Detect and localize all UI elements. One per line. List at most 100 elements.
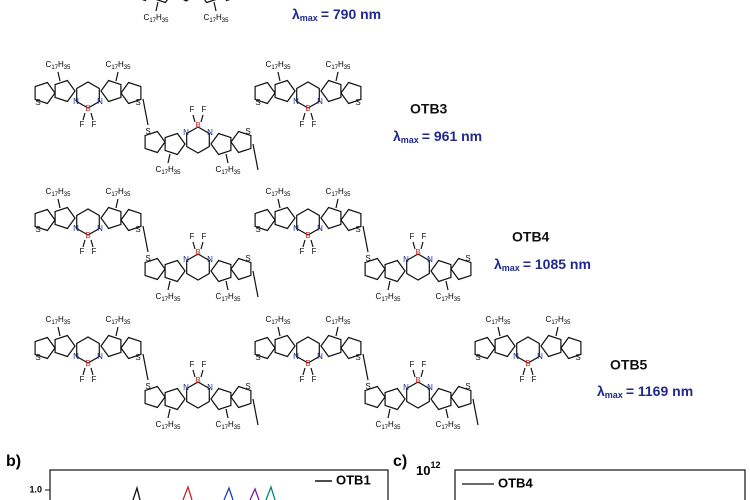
atom-label: S (365, 382, 370, 391)
atom-label: S (35, 98, 40, 107)
element: C (46, 315, 52, 324)
atom-label: F (80, 120, 85, 129)
bond (445, 280, 449, 291)
bond (335, 71, 339, 82)
bond (115, 198, 119, 209)
bond (310, 239, 314, 248)
subscript: 17 (221, 425, 228, 431)
atom-label: S (145, 127, 150, 136)
atom-label: N (403, 383, 409, 392)
atom-label: S (255, 353, 260, 362)
element: H (168, 165, 174, 174)
atom-label: B (415, 376, 420, 385)
atom-label: F (312, 375, 317, 384)
ring (320, 206, 342, 230)
ring (144, 130, 166, 154)
element: C (266, 315, 272, 324)
atom-label: N (207, 255, 213, 264)
element: H (156, 13, 162, 22)
lambda-max: λmax = 1085 nm (494, 256, 591, 274)
element: H (168, 292, 174, 301)
bond (115, 326, 119, 337)
element: H (216, 13, 222, 22)
atom-label: F (190, 105, 195, 114)
subscript: 35 (284, 320, 291, 326)
subscript: max (300, 13, 318, 23)
y-tick-label: 1012 (416, 460, 440, 478)
ring (474, 336, 496, 360)
element: C (106, 187, 112, 196)
subscript: 35 (234, 170, 241, 176)
ring (230, 130, 252, 154)
molecule-name: OTB5 (610, 357, 648, 373)
subscript: 17 (161, 170, 168, 176)
atom-label: N (403, 255, 409, 264)
atom-label: N (293, 352, 299, 361)
atom-label: F (202, 105, 207, 114)
element: H (338, 315, 344, 324)
atom-label: S (355, 225, 360, 234)
ring (164, 259, 186, 283)
atom-label: F (92, 120, 97, 129)
bond (82, 112, 86, 121)
alkyl-label: C17H35 (144, 13, 170, 23)
link-bond (142, 98, 149, 126)
ring (164, 387, 186, 411)
atom-label: F (202, 360, 207, 369)
bond (225, 280, 229, 291)
bond (90, 239, 94, 248)
element: H (228, 420, 234, 429)
bond (90, 367, 94, 376)
ring (364, 385, 386, 409)
atom-label: N (97, 352, 103, 361)
ring (120, 336, 142, 360)
bond (57, 71, 61, 82)
ring (516, 336, 540, 364)
element: H (58, 187, 64, 196)
subscript: 17 (221, 297, 228, 303)
ring (76, 208, 100, 236)
atom-label: F (190, 232, 195, 241)
atom-label: B (85, 104, 90, 113)
alkyl-label: C17H35 (46, 187, 72, 197)
subscript: 35 (64, 320, 71, 326)
alkyl-label: C17H35 (216, 165, 242, 175)
subscript: 35 (344, 192, 351, 198)
element: C (216, 292, 222, 301)
subscript: 17 (111, 192, 118, 198)
alkyl-label: C17H35 (46, 60, 72, 70)
element: C (376, 420, 382, 429)
bond (82, 239, 86, 248)
ring (450, 257, 472, 281)
element: C (326, 187, 332, 196)
ring (186, 253, 210, 281)
alkyl-label: C17H35 (376, 292, 402, 302)
subscript: 35 (344, 320, 351, 326)
atom-label: F (92, 247, 97, 256)
structures: NSFC17H35NSFC17H35BNSFC17H35NSFC17H35BNS… (34, 0, 582, 431)
subscript: 35 (234, 425, 241, 431)
atom-label: S (475, 353, 480, 362)
subscript: 17 (111, 320, 118, 326)
link-bond (142, 225, 149, 253)
bond (335, 326, 339, 337)
bond (213, 1, 217, 12)
atom-label: B (195, 121, 200, 130)
subscript: 17 (441, 297, 448, 303)
value: = 961 nm (422, 128, 482, 144)
element: H (228, 165, 234, 174)
ring (76, 81, 100, 109)
bond (302, 112, 306, 121)
subscript: 35 (504, 320, 511, 326)
ring (540, 334, 562, 358)
ring (254, 208, 276, 232)
bond (200, 369, 204, 378)
link-bond (362, 353, 369, 381)
ring (230, 385, 252, 409)
subscript: 17 (51, 320, 58, 326)
atom-label: S (135, 98, 140, 107)
